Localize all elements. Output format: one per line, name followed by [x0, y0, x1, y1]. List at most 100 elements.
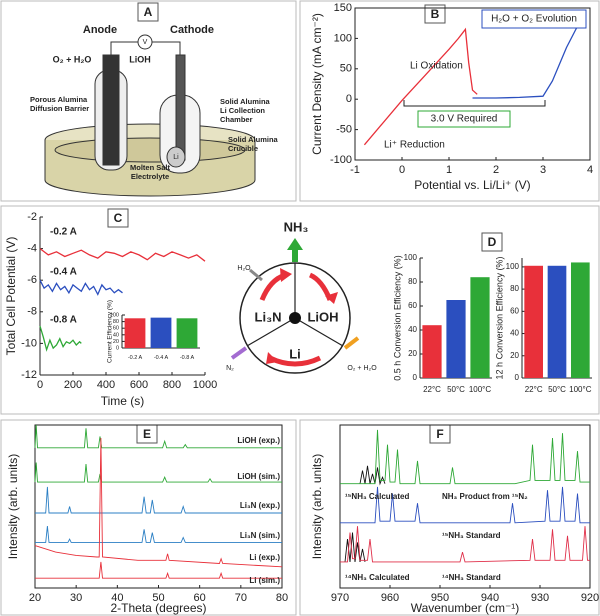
product-label: LiOH	[129, 54, 151, 64]
x-tick-label: 920	[581, 592, 599, 604]
panel-frame	[0, 205, 600, 415]
y-tick-label: 0	[515, 373, 520, 382]
series-label: ¹⁵NH₃ Calculated	[345, 492, 409, 501]
x-tick-label: 400	[97, 379, 115, 391]
y-tick-label: 0	[413, 373, 418, 382]
y-axis-label: Intensity (arb. units)	[310, 454, 324, 559]
cycle-label: Li	[289, 346, 301, 361]
y-tick-label: -50	[336, 124, 352, 136]
y-tick-label: 40	[408, 325, 417, 334]
diagram-label: Diffusion Barrier	[30, 104, 89, 113]
x-tick-label: 60	[194, 592, 206, 604]
diagram-label: Porous Alumina	[30, 95, 88, 104]
panel-label-box	[424, 4, 446, 24]
bar	[446, 300, 466, 378]
series-line	[35, 561, 282, 579]
y-axis-label: Current Density (mA cm⁻²)	[310, 13, 324, 155]
annotation: H₂O + O₂ Evolution	[491, 14, 577, 25]
x-axis-label: 2-Theta (degrees)	[110, 601, 206, 615]
panel-label-box	[137, 2, 159, 22]
annotation: 3.0 V Required	[431, 114, 498, 125]
y-tick-label: 100	[334, 32, 352, 44]
panel-label: E	[143, 427, 151, 441]
bar	[176, 318, 198, 348]
y-tick-label: 100	[404, 253, 418, 262]
cycle-label: NH₃	[284, 219, 309, 234]
x-tick-label: 950	[431, 592, 449, 604]
panel-frame	[0, 0, 297, 202]
cycle-label: N₂	[226, 365, 234, 372]
y-tick-label: -6	[27, 274, 37, 286]
panel-label: C	[114, 211, 123, 225]
meter-label: V	[143, 39, 148, 46]
x-tick-label: 800	[163, 379, 181, 391]
series-label: ¹⁴NH₃ Standard	[442, 573, 501, 582]
series-line	[39, 325, 82, 352]
x-tick-label: 0	[37, 379, 43, 391]
panel-frame	[0, 419, 297, 616]
x-axis-label: Potential vs. Li/Li⁺ (V)	[414, 178, 530, 192]
bracket	[403, 100, 546, 107]
y-tick-label: 40	[113, 332, 119, 338]
cycle-label: H₂O	[237, 265, 251, 272]
li-label: Li	[173, 154, 179, 161]
y-tick-label: 20	[510, 351, 519, 360]
x-tick-label: 22°C	[525, 385, 543, 394]
series-line	[39, 248, 206, 262]
plot-frame	[354, 7, 591, 161]
plot-frame	[339, 424, 591, 589]
diagram-label: Electrolyte	[131, 172, 169, 181]
panel-frame	[299, 419, 600, 616]
x-tick-label: 100°C	[469, 385, 492, 394]
bar	[150, 317, 172, 348]
series-label: ¹⁴NH₃ Calculated	[345, 573, 410, 582]
annotation-box	[481, 9, 587, 29]
y-axis-label: Intensity (arb. units)	[6, 454, 20, 559]
x-tick-label: 200	[64, 379, 82, 391]
x-tick-label: 600	[130, 379, 148, 391]
x-tick-label: 940	[481, 592, 499, 604]
y-tick-label: 60	[113, 326, 119, 332]
panel-frame	[299, 0, 600, 202]
series-line	[34, 437, 283, 568]
x-tick-label: 50°C	[548, 385, 566, 394]
cycle-diagram	[230, 238, 360, 374]
series-line	[363, 27, 478, 146]
x-tick-label: 20	[29, 592, 41, 604]
anode-label: Anode	[83, 24, 117, 36]
cycle-label: Li₃N	[255, 309, 282, 324]
y-tick-label: 0	[346, 93, 352, 105]
series-label: Li₃N (sim.)	[240, 531, 280, 540]
y-tick-label: 150	[334, 2, 352, 14]
panel-label-box	[107, 208, 129, 228]
x-axis-label: Wavenumber (cm⁻¹)	[411, 601, 520, 615]
diagram-label: Solid Alumina	[220, 97, 271, 106]
diagram-label: Crucible	[228, 144, 258, 153]
x-tick-label: 50°C	[447, 385, 465, 394]
x-tick-label: 70	[235, 592, 247, 604]
series-line	[340, 486, 590, 524]
bar	[124, 318, 146, 348]
panel-label: A	[144, 5, 153, 19]
panel-label-box	[481, 232, 503, 252]
y-axis-label: Current Efficiency (%)	[107, 300, 114, 363]
y-axis-label: Total Cell Potential (V)	[4, 237, 18, 356]
bar	[571, 262, 590, 378]
diagram-label: Molten Salt	[130, 163, 171, 172]
series-line	[340, 526, 590, 563]
bar	[547, 265, 567, 378]
y-axis-label: 0.5 h Conversion Efficiency (%)	[392, 255, 402, 380]
x-tick-label: 30	[70, 592, 82, 604]
y-tick-label: -100	[330, 154, 352, 166]
bar	[422, 325, 442, 378]
y-tick-label: 100	[506, 262, 520, 271]
series-label: -0.8 A	[50, 315, 77, 326]
y-tick-label: 80	[408, 277, 417, 286]
y-tick-label: 80	[510, 284, 519, 293]
y-tick-label: -2	[27, 211, 37, 223]
x-tick-label: 960	[381, 592, 399, 604]
bar	[470, 277, 490, 378]
gas-label: O₂ + H₂O	[53, 54, 92, 64]
y-tick-label: 40	[510, 329, 519, 338]
y-tick-label: 20	[408, 349, 417, 358]
